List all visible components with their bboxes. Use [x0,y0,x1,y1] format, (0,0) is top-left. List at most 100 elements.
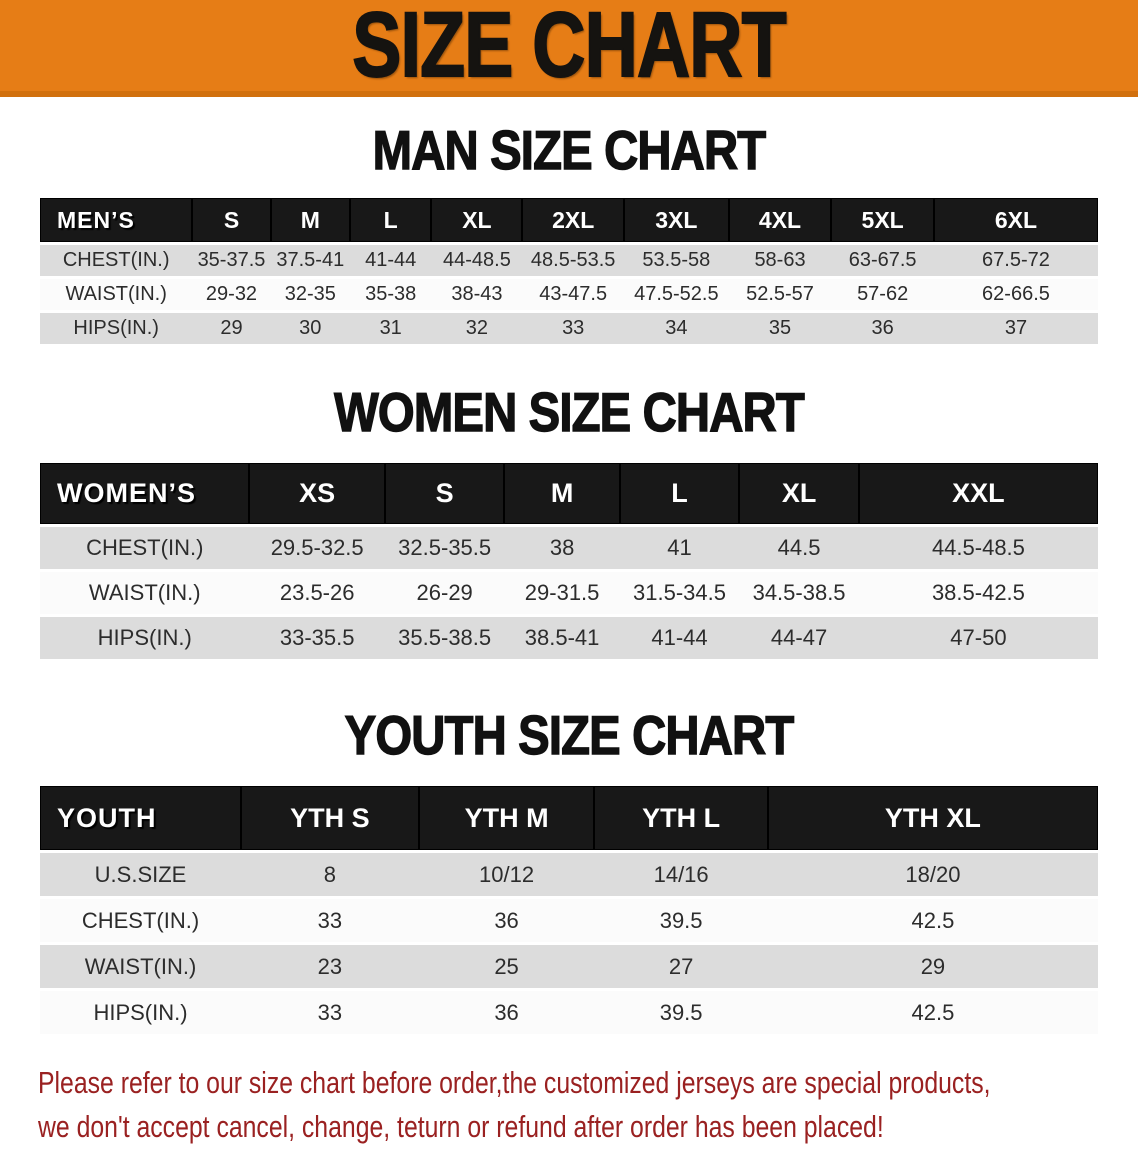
cell: 36 [418,991,595,1034]
youth-header-row: YOUTH YTH S YTH M YTH L YTH XL [40,786,1098,850]
cell: 52.5-57 [728,279,832,310]
disclaimer-line-1: Please refer to our size chart before or… [38,1065,991,1100]
men-hips-row: HIPS(IN.) 29 30 31 32 33 34 35 36 37 [40,313,1098,344]
women-waist-row: WAIST(IN.) 23.5-26 26-29 29-31.5 31.5-34… [40,572,1098,614]
cell: 35.5-38.5 [384,617,505,659]
men-size-header-2xl: 2XL [522,198,624,242]
cell: 47-50 [858,617,1098,659]
cell: 57-62 [831,279,934,310]
youth-size-header-s: YTH S [241,786,419,850]
row-label: CHEST(IN.) [40,527,250,569]
cell: 33-35.5 [249,617,385,659]
youth-chest-row: CHEST(IN.) 33 36 39.5 42.5 [40,899,1098,942]
row-label: HIPS(IN.) [40,991,242,1034]
cell: 8 [241,853,419,896]
women-hips-row: HIPS(IN.) 33-35.5 35.5-38.5 38.5-41 41-4… [40,617,1098,659]
row-label: WAIST(IN.) [40,279,193,310]
women-table-label: WOMEN’S [40,463,250,524]
cell: 29 [192,313,271,344]
cell: 30 [270,313,350,344]
women-size-header-m: M [504,463,620,524]
row-label: HIPS(IN.) [40,617,250,659]
youth-section-heading: YOUTH SIZE CHART [344,704,795,766]
cell: 39.5 [594,899,768,942]
cell: 31 [349,313,432,344]
cell: 41-44 [619,617,740,659]
row-label: HIPS(IN.) [40,313,193,344]
cell: 44-47 [739,617,859,659]
cell: 58-63 [728,245,832,276]
men-size-header-6xl: 6XL [933,198,1098,242]
cell: 29 [767,945,1098,988]
youth-table-label: YOUTH [40,786,242,850]
men-size-header-3xl: 3XL [623,198,729,242]
women-size-header-xl: XL [739,463,859,524]
cell: 38.5-41 [504,617,620,659]
cell: 31.5-34.5 [619,572,740,614]
women-section-heading: WOMEN SIZE CHART [334,381,806,443]
cell: 33 [241,899,419,942]
youth-ussize-row: U.S.SIZE 8 10/12 14/16 18/20 [40,853,1098,896]
cell: 23 [241,945,419,988]
cell: 37 [933,313,1098,344]
men-size-header-m: M [270,198,350,242]
cell: 34.5-38.5 [739,572,859,614]
cell: 32-35 [270,279,350,310]
row-label: WAIST(IN.) [40,945,242,988]
youth-waist-row: WAIST(IN.) 23 25 27 29 [40,945,1098,988]
cell: 62-66.5 [933,279,1098,310]
disclaimer: Please refer to our size chart before or… [38,1061,1138,1149]
men-size-header-xl: XL [431,198,523,242]
cell: 44-48.5 [431,245,523,276]
cell: 34 [623,313,729,344]
cell: 18/20 [767,853,1098,896]
youth-size-header-m: YTH M [418,786,595,850]
cell: 38.5-42.5 [858,572,1098,614]
cell: 32.5-35.5 [384,527,505,569]
men-size-header-s: S [192,198,271,242]
cell: 44.5 [739,527,859,569]
disclaimer-line-2: we don't accept cancel, change, teturn o… [38,1109,884,1144]
cell: 41-44 [349,245,432,276]
cell: 41 [619,527,740,569]
youth-size-header-l: YTH L [594,786,768,850]
men-size-header-l: L [349,198,432,242]
men-waist-row: WAIST(IN.) 29-32 32-35 35-38 38-43 43-47… [40,279,1098,310]
men-section-heading: MAN SIZE CHART [372,119,767,181]
cell: 38-43 [431,279,523,310]
cell: 29-32 [192,279,271,310]
cell: 35-38 [349,279,432,310]
women-size-header-s: S [384,463,505,524]
banner-title: SIZE CHART [351,0,787,96]
women-chest-row: CHEST(IN.) 29.5-32.5 32.5-35.5 38 41 44.… [40,527,1098,569]
men-size-table: MEN’S S M L XL 2XL 3XL 4XL 5XL 6XL CHEST… [40,195,1098,347]
men-size-header-4xl: 4XL [728,198,832,242]
cell: 29-31.5 [504,572,620,614]
cell: 47.5-52.5 [623,279,729,310]
cell: 67.5-72 [933,245,1098,276]
cell: 33 [241,991,419,1034]
row-label: U.S.SIZE [40,853,242,896]
cell: 32 [431,313,523,344]
cell: 53.5-58 [623,245,729,276]
cell: 26-29 [384,572,505,614]
cell: 37.5-41 [270,245,350,276]
women-size-table: WOMEN’S XS S M L XL XXL CHEST(IN.) 29.5-… [40,460,1098,662]
cell: 36 [418,899,595,942]
banner: SIZE CHART [0,0,1138,97]
women-size-header-xxl: XXL [858,463,1098,524]
cell: 29.5-32.5 [249,527,385,569]
cell: 25 [418,945,595,988]
women-size-header-xs: XS [249,463,385,524]
youth-hips-row: HIPS(IN.) 33 36 39.5 42.5 [40,991,1098,1034]
cell: 33 [522,313,624,344]
men-table-label: MEN’S [40,198,193,242]
youth-size-header-xl: YTH XL [767,786,1098,850]
youth-size-table: YOUTH YTH S YTH M YTH L YTH XL U.S.SIZE … [40,783,1098,1037]
cell: 27 [594,945,768,988]
cell: 42.5 [767,991,1098,1034]
cell: 14/16 [594,853,768,896]
row-label: WAIST(IN.) [40,572,250,614]
men-chest-row: CHEST(IN.) 35-37.5 37.5-41 41-44 44-48.5… [40,245,1098,276]
